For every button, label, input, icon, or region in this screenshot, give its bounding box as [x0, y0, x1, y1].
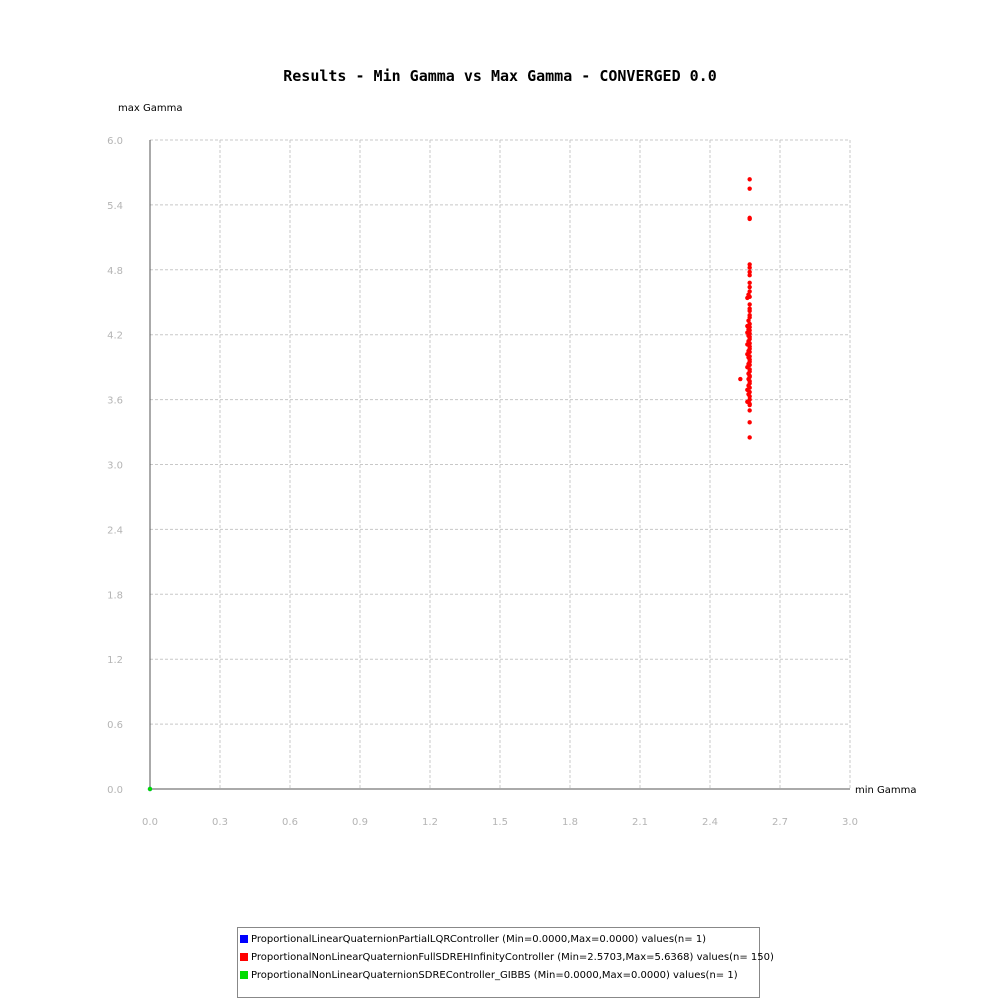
data-point-series-1 [747, 269, 752, 275]
legend-label: ProportionalNonLinearQuaternionFullSDREH… [251, 951, 774, 963]
y-tick-label: 0.0 [107, 785, 123, 796]
data-point-series-1 [738, 376, 743, 382]
x-tick-label: 0.9 [352, 817, 368, 828]
legend-swatch [240, 935, 248, 943]
data-point-series-1 [747, 420, 752, 425]
data-point-series-1 [747, 265, 752, 270]
y-tick-label: 1.8 [107, 590, 123, 601]
y-tick-label: 3.0 [107, 461, 123, 472]
x-tick-label: 1.2 [422, 817, 438, 828]
chart-title: Results - Min Gamma vs Max Gamma - CONVE… [283, 67, 716, 85]
y-tick-label: 3.6 [107, 396, 123, 407]
grid-lines [150, 139, 851, 789]
data-point-series-1 [747, 186, 752, 191]
y-tick-label: 0.6 [107, 720, 123, 731]
legend-label: ProportionalNonLinearQuaternionSDREContr… [251, 969, 738, 981]
data-point-series-1 [747, 402, 752, 408]
x-tick-label: 3.0 [842, 817, 858, 828]
data-point-series-1 [747, 435, 752, 440]
x-tick-label: 0.0 [142, 817, 158, 828]
x-tick-label: 0.6 [282, 817, 298, 828]
data-point-series-1 [747, 216, 752, 222]
data-point-series-1 [747, 394, 752, 399]
data-point-series-1 [747, 408, 752, 413]
data-point-series-2 [147, 786, 153, 792]
data-point-series-1 [747, 262, 752, 267]
data-point-series-1 [747, 273, 752, 278]
y-axis-label: max Gamma [118, 103, 182, 114]
legend-item: ProportionalNonLinearQuaternionSDREContr… [238, 966, 759, 984]
data-point-series-1 [747, 284, 752, 290]
y-tick-label: 6.0 [107, 136, 123, 147]
legend-swatch [240, 953, 248, 961]
x-tick-label: 2.7 [772, 817, 788, 828]
x-tick-label: 2.1 [632, 817, 648, 828]
x-tick-label: 2.4 [702, 817, 718, 828]
y-tick-label: 2.4 [107, 525, 123, 536]
x-tick-label: 1.5 [492, 817, 508, 828]
x-tick-label: 0.3 [212, 817, 228, 828]
x-axis-label: min Gamma [855, 785, 917, 796]
data-point-series-1 [747, 302, 752, 307]
y-tick-label: 4.2 [107, 331, 123, 342]
y-tick-label: 5.4 [107, 201, 123, 212]
legend-swatch [240, 971, 248, 979]
x-tick-label: 1.8 [562, 817, 578, 828]
data-points [147, 177, 752, 792]
data-point-series-1 [747, 308, 752, 314]
data-point-series-1 [747, 280, 752, 285]
legend-label: ProportionalLinearQuaternionPartialLQRCo… [251, 933, 707, 945]
legend-item: ProportionalNonLinearQuaternionFullSDREH… [238, 948, 774, 966]
legend: ProportionalLinearQuaternionPartialLQRCo… [237, 927, 774, 998]
data-point-series-1 [745, 295, 750, 301]
tick-labels: 0.0 0.3 0.6 0.9 1.2 1.5 1.8 2.1 2.4 2.7 3.0 0.0 0.6 1… [107, 136, 858, 828]
y-tick-label: 1.2 [107, 655, 123, 666]
axes [149, 140, 850, 790]
legend-item: ProportionalLinearQuaternionPartialLQRCo… [238, 930, 759, 948]
data-point-series-1 [747, 177, 752, 182]
y-tick-label: 4.8 [107, 266, 123, 277]
